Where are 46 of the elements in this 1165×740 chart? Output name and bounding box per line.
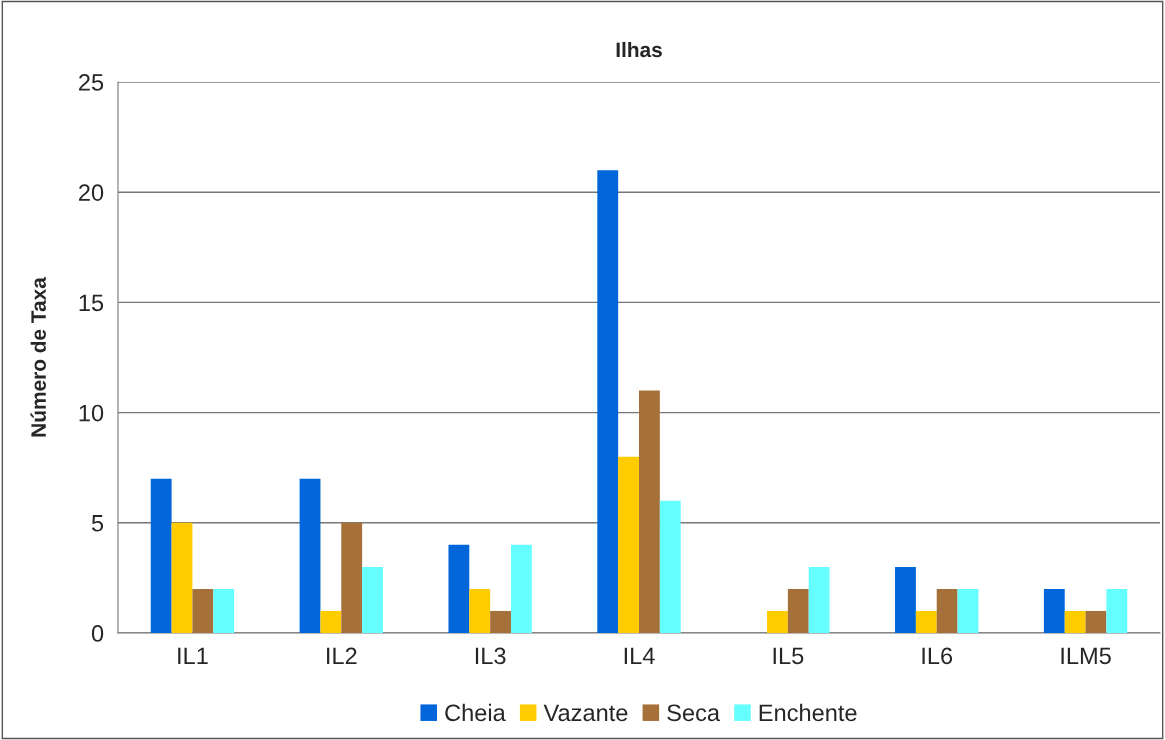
legend-label: Enchente bbox=[759, 703, 857, 722]
x-tick-label: IL3 bbox=[475, 647, 506, 665]
y-tick-label: 5 bbox=[91, 515, 104, 532]
bar bbox=[448, 544, 470, 633]
x-tick-label: IL6 bbox=[922, 647, 953, 665]
x-tick-label: ILM5 bbox=[1061, 647, 1111, 665]
bar bbox=[490, 610, 511, 633]
bar bbox=[150, 478, 172, 633]
x-tick-label: IL1 bbox=[178, 647, 208, 664]
x-tick-label: IL2 bbox=[327, 647, 357, 664]
bar bbox=[597, 170, 619, 633]
bar bbox=[639, 390, 660, 633]
y-tick-label: 25 bbox=[79, 74, 104, 91]
bar bbox=[171, 522, 193, 633]
bar bbox=[957, 588, 979, 633]
y-tick-label: 20 bbox=[79, 184, 104, 201]
bar bbox=[1106, 588, 1128, 633]
bar bbox=[915, 610, 937, 633]
bar bbox=[1064, 610, 1086, 633]
bar bbox=[299, 478, 321, 633]
x-tick-label: IL4 bbox=[624, 647, 655, 664]
legend-label: Cheia bbox=[445, 703, 506, 722]
bar bbox=[192, 588, 214, 633]
bar bbox=[341, 522, 363, 633]
chart-title: Ilhas bbox=[616, 41, 662, 58]
x-tick-label: IL5 bbox=[773, 647, 804, 665]
bar bbox=[469, 588, 491, 633]
bar bbox=[659, 500, 681, 633]
bar bbox=[362, 566, 383, 633]
bar bbox=[787, 588, 809, 633]
y-tick-label: 0 bbox=[91, 625, 104, 642]
bar bbox=[510, 544, 532, 633]
y-tick-label: 15 bbox=[79, 294, 104, 312]
bar bbox=[320, 610, 342, 633]
bar bbox=[1043, 588, 1065, 633]
y-axis-title: Número de Taxa bbox=[30, 277, 46, 437]
y-tick-label: 10 bbox=[79, 404, 104, 422]
bar bbox=[213, 588, 235, 633]
bar bbox=[767, 610, 788, 633]
legend-label: Vazante bbox=[543, 704, 628, 722]
bar bbox=[808, 566, 830, 633]
bar bbox=[895, 566, 916, 633]
bar bbox=[618, 456, 639, 633]
legend-label: Seca bbox=[667, 704, 721, 722]
bar bbox=[936, 588, 958, 633]
bar bbox=[1085, 610, 1107, 633]
